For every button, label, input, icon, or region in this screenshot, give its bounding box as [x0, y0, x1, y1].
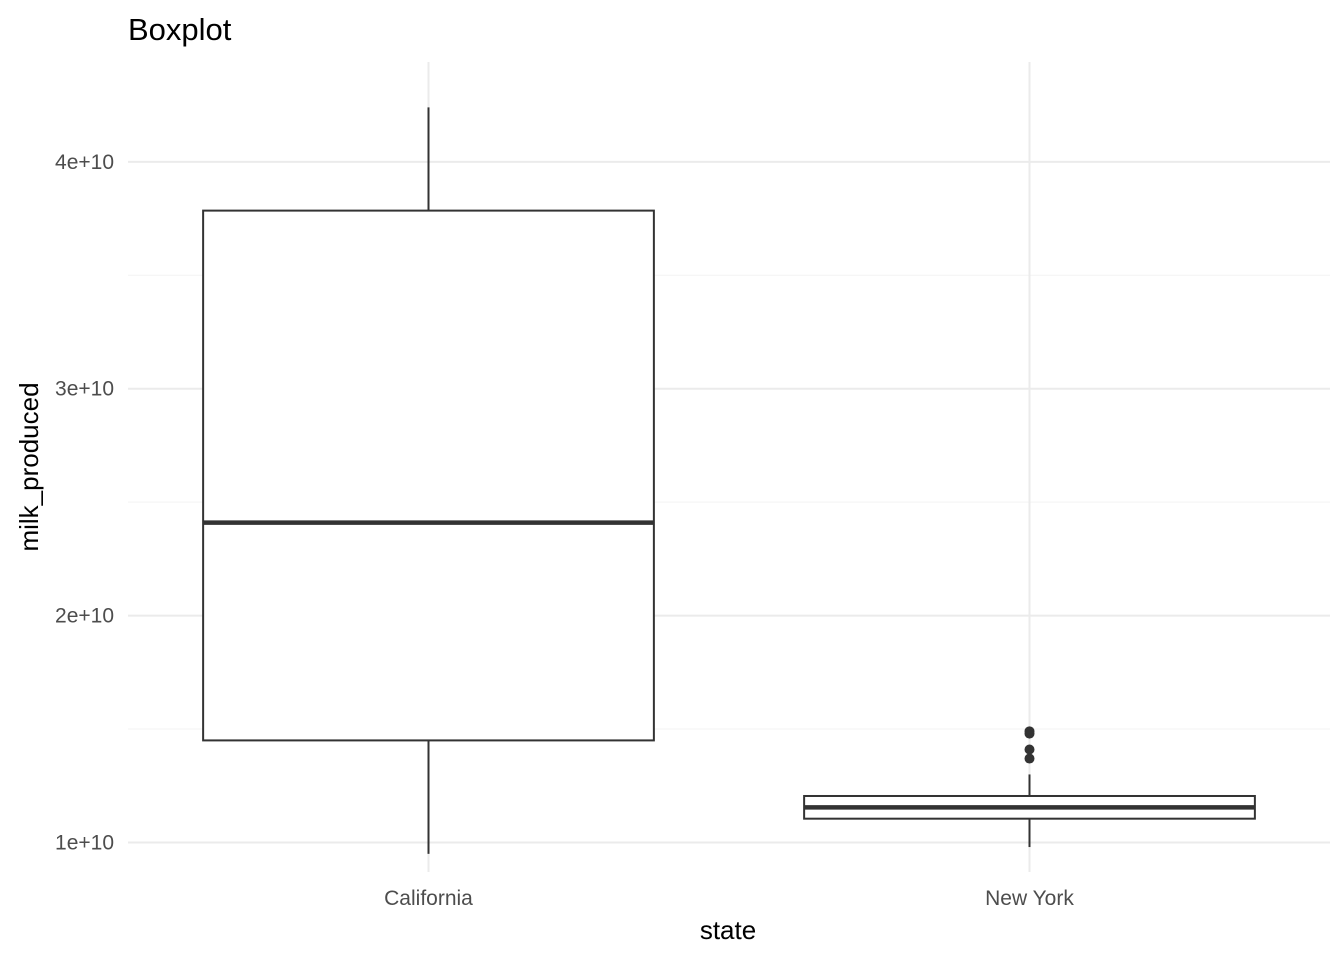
outlier-point: [1024, 726, 1035, 737]
y-axis-title: milk_produced: [14, 382, 44, 551]
x-tick-label: California: [384, 887, 473, 910]
box-california: [202, 107, 655, 854]
x-axis-title: state: [700, 915, 756, 945]
x-tick-label: New York: [985, 887, 1074, 910]
boxes: [202, 107, 1256, 854]
y-axis-ticks: 1e+10 2e+10 3e+10 4e+10: [55, 151, 114, 855]
y-tick-label: 1e+10: [55, 832, 114, 855]
y-tick-label: 3e+10: [55, 378, 114, 401]
outlier-point: [1024, 744, 1035, 755]
box-new-york: [803, 726, 1256, 848]
x-axis-ticks: California New York: [384, 887, 1074, 910]
outlier-point: [1024, 753, 1035, 764]
chart-title: Boxplot: [128, 12, 232, 47]
y-tick-label: 2e+10: [55, 605, 114, 628]
y-tick-label: 4e+10: [55, 151, 114, 174]
interquartile-box: [202, 209, 655, 742]
